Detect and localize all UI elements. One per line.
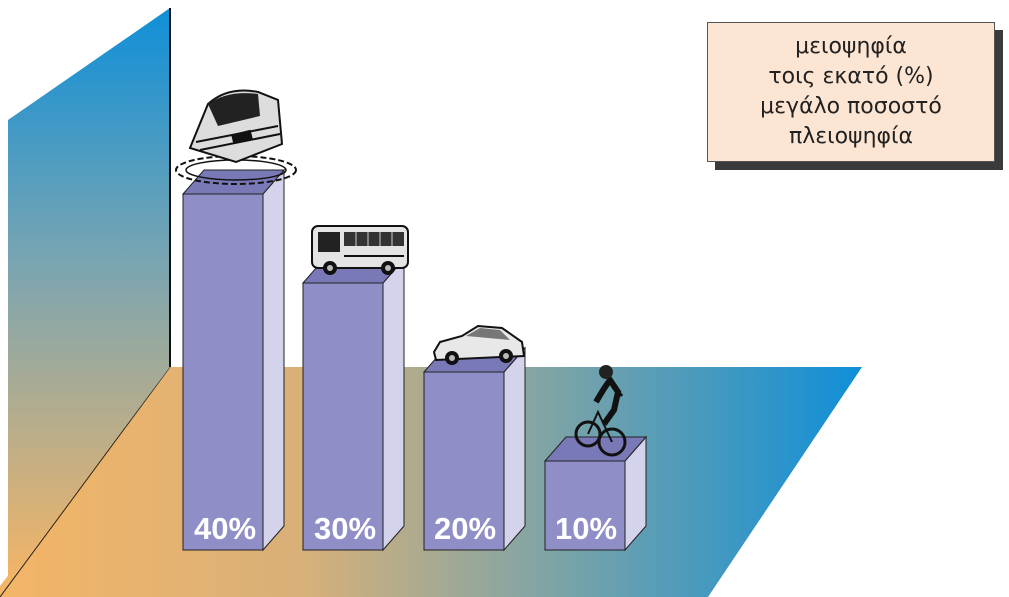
- bar-front: [423, 371, 505, 551]
- bar-value-label: 40%: [194, 511, 256, 546]
- bar-side: [382, 257, 405, 552]
- bar-value-label: 20%: [434, 511, 496, 546]
- legend: μειοψηφία τοις εκατό (%) μεγάλο ποσοστό …: [707, 22, 1003, 170]
- bicycle-icon: [574, 365, 627, 457]
- legend-line: μειοψηφία: [795, 34, 907, 59]
- bar-front: [182, 193, 264, 551]
- bar-bus: [301, 257, 406, 552]
- bar-front: [544, 460, 626, 551]
- bus-icon: [311, 225, 409, 275]
- legend-line: τοις εκατό (%): [768, 64, 934, 89]
- bar-value-label: 30%: [314, 511, 376, 546]
- legend-line: μεγάλο ποσοστό: [760, 94, 942, 119]
- car-icon: [432, 324, 526, 365]
- bar-side: [262, 168, 285, 552]
- legend-line: πλειοψηφία: [789, 124, 913, 149]
- legend-panel: μειοψηφία τοις εκατό (%) μεγάλο ποσοστό …: [707, 22, 995, 162]
- floor-edge: [0, 366, 171, 597]
- back-wall: [8, 8, 170, 583]
- bars-layer: [181, 168, 648, 552]
- bar-car: [422, 346, 527, 552]
- bar-value-label: 10%: [555, 511, 617, 546]
- bar-train: [181, 168, 286, 552]
- bar-bicycle: [543, 435, 648, 552]
- bar-front: [302, 282, 384, 551]
- train-icon: [175, 89, 297, 185]
- bar-side: [503, 346, 526, 552]
